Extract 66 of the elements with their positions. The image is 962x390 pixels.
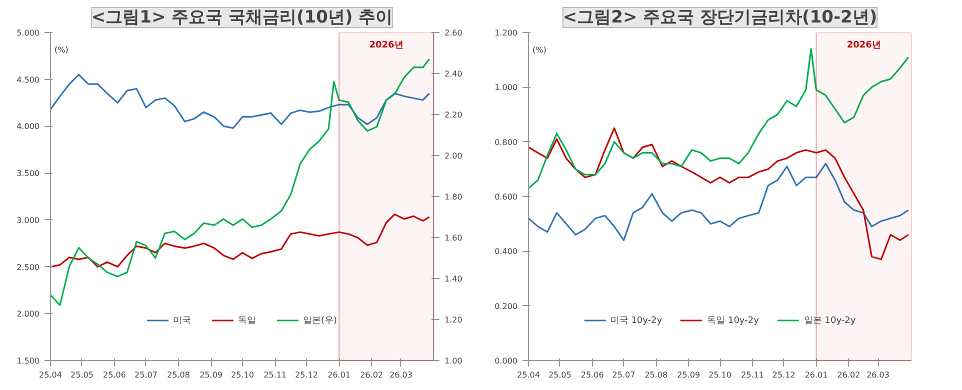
y2-tick-label: 1.20: [444, 316, 462, 324]
x-tick-label: 26.03: [866, 370, 890, 380]
y2-tick-label: 2.20: [444, 110, 462, 120]
y-tick-label: 2.500: [16, 262, 40, 272]
x-tick-label: 25.10: [708, 370, 732, 380]
y-tick-label: 1.000: [494, 83, 518, 92]
line-series: [528, 162, 910, 242]
line-series: [528, 127, 910, 260]
y-tick-label: 2.000: [16, 310, 40, 319]
y-tick-label: 4.500: [16, 75, 40, 84]
legend-label: 미국 10y-2y: [610, 314, 662, 326]
line-series: [50, 214, 430, 268]
y2-tick-label: 1.60: [444, 234, 462, 242]
x-tick-label: 25.11: [264, 370, 287, 380]
y-tick-label: 5.000: [16, 28, 40, 38]
x-tick-label: 25.08: [644, 370, 668, 380]
y-tick-label: 0.200: [494, 302, 518, 311]
x-tick-label: 25.06: [103, 370, 126, 380]
legend-label: 독일 10y-2y: [707, 314, 759, 326]
y-tick-label: 1.200: [494, 28, 518, 38]
x-tick-label: 25.07: [612, 370, 636, 380]
x-tick-label: 25.09: [677, 370, 700, 380]
y-tick-label: 3.500: [16, 169, 40, 178]
y-tick-label: 1.500: [16, 356, 40, 366]
x-tick-label: 26.02: [360, 370, 384, 380]
x-tick-label: 25.09: [200, 370, 222, 380]
y2-tick-label: 1.40: [444, 274, 462, 284]
x-tick-label: 26.02: [837, 370, 860, 380]
x-tick-label: 25.05: [70, 370, 94, 380]
legend-label: 일본 10y-2y: [804, 314, 856, 326]
line-series: [50, 58, 430, 306]
y2-tick-label: 2.00: [444, 152, 462, 160]
x-tick-label: 25.05: [548, 370, 572, 380]
y-axis-title: (%): [54, 46, 68, 54]
x-tick-label: 25.12: [295, 370, 318, 380]
y-tick-label: 4.000: [16, 122, 40, 132]
band-label: 2026년: [369, 40, 404, 50]
x-tick-label: 25.06: [580, 370, 604, 380]
y-axis-title: (%): [532, 46, 546, 54]
band-label: 2026년: [846, 40, 881, 50]
x-tick-label: 25.11: [740, 370, 764, 380]
x-tick-label: 26.01: [804, 370, 828, 380]
y2-tick-label: 2.40: [444, 70, 462, 78]
x-tick-label: 25.10: [231, 370, 254, 380]
line-series: [50, 74, 430, 129]
y-tick-label: 0.000: [494, 356, 518, 366]
legend-label: 미국: [172, 314, 192, 326]
y2-tick-label: 1.00: [444, 356, 462, 366]
y-tick-label: 0.400: [494, 247, 518, 256]
y2-tick-label: 1.80: [444, 192, 462, 202]
y2-tick-label: 2.60: [444, 28, 462, 38]
y-tick-label: 0.800: [494, 138, 518, 147]
x-tick-label: 25.12: [772, 370, 796, 380]
x-tick-label: 26.03: [390, 370, 412, 380]
x-tick-label: 26.01: [328, 370, 351, 380]
x-tick-label: 25.07: [134, 370, 158, 380]
chart-title: <그림2> 주요국 장단기금리차(10-2년): [562, 8, 878, 28]
y-tick-label: 0.600: [494, 192, 518, 202]
chart-title: <그림1> 주요국 국채금리(10년) 추이: [91, 8, 393, 28]
x-tick-label: 25.04: [517, 370, 540, 380]
x-tick-label: 25.08: [167, 370, 190, 380]
legend-label: 독일: [238, 314, 257, 326]
x-tick-label: 25.04: [39, 370, 62, 380]
legend-label: 일본(우): [302, 314, 338, 326]
y-tick-label: 3.000: [16, 216, 40, 225]
line-series: [528, 48, 910, 190]
